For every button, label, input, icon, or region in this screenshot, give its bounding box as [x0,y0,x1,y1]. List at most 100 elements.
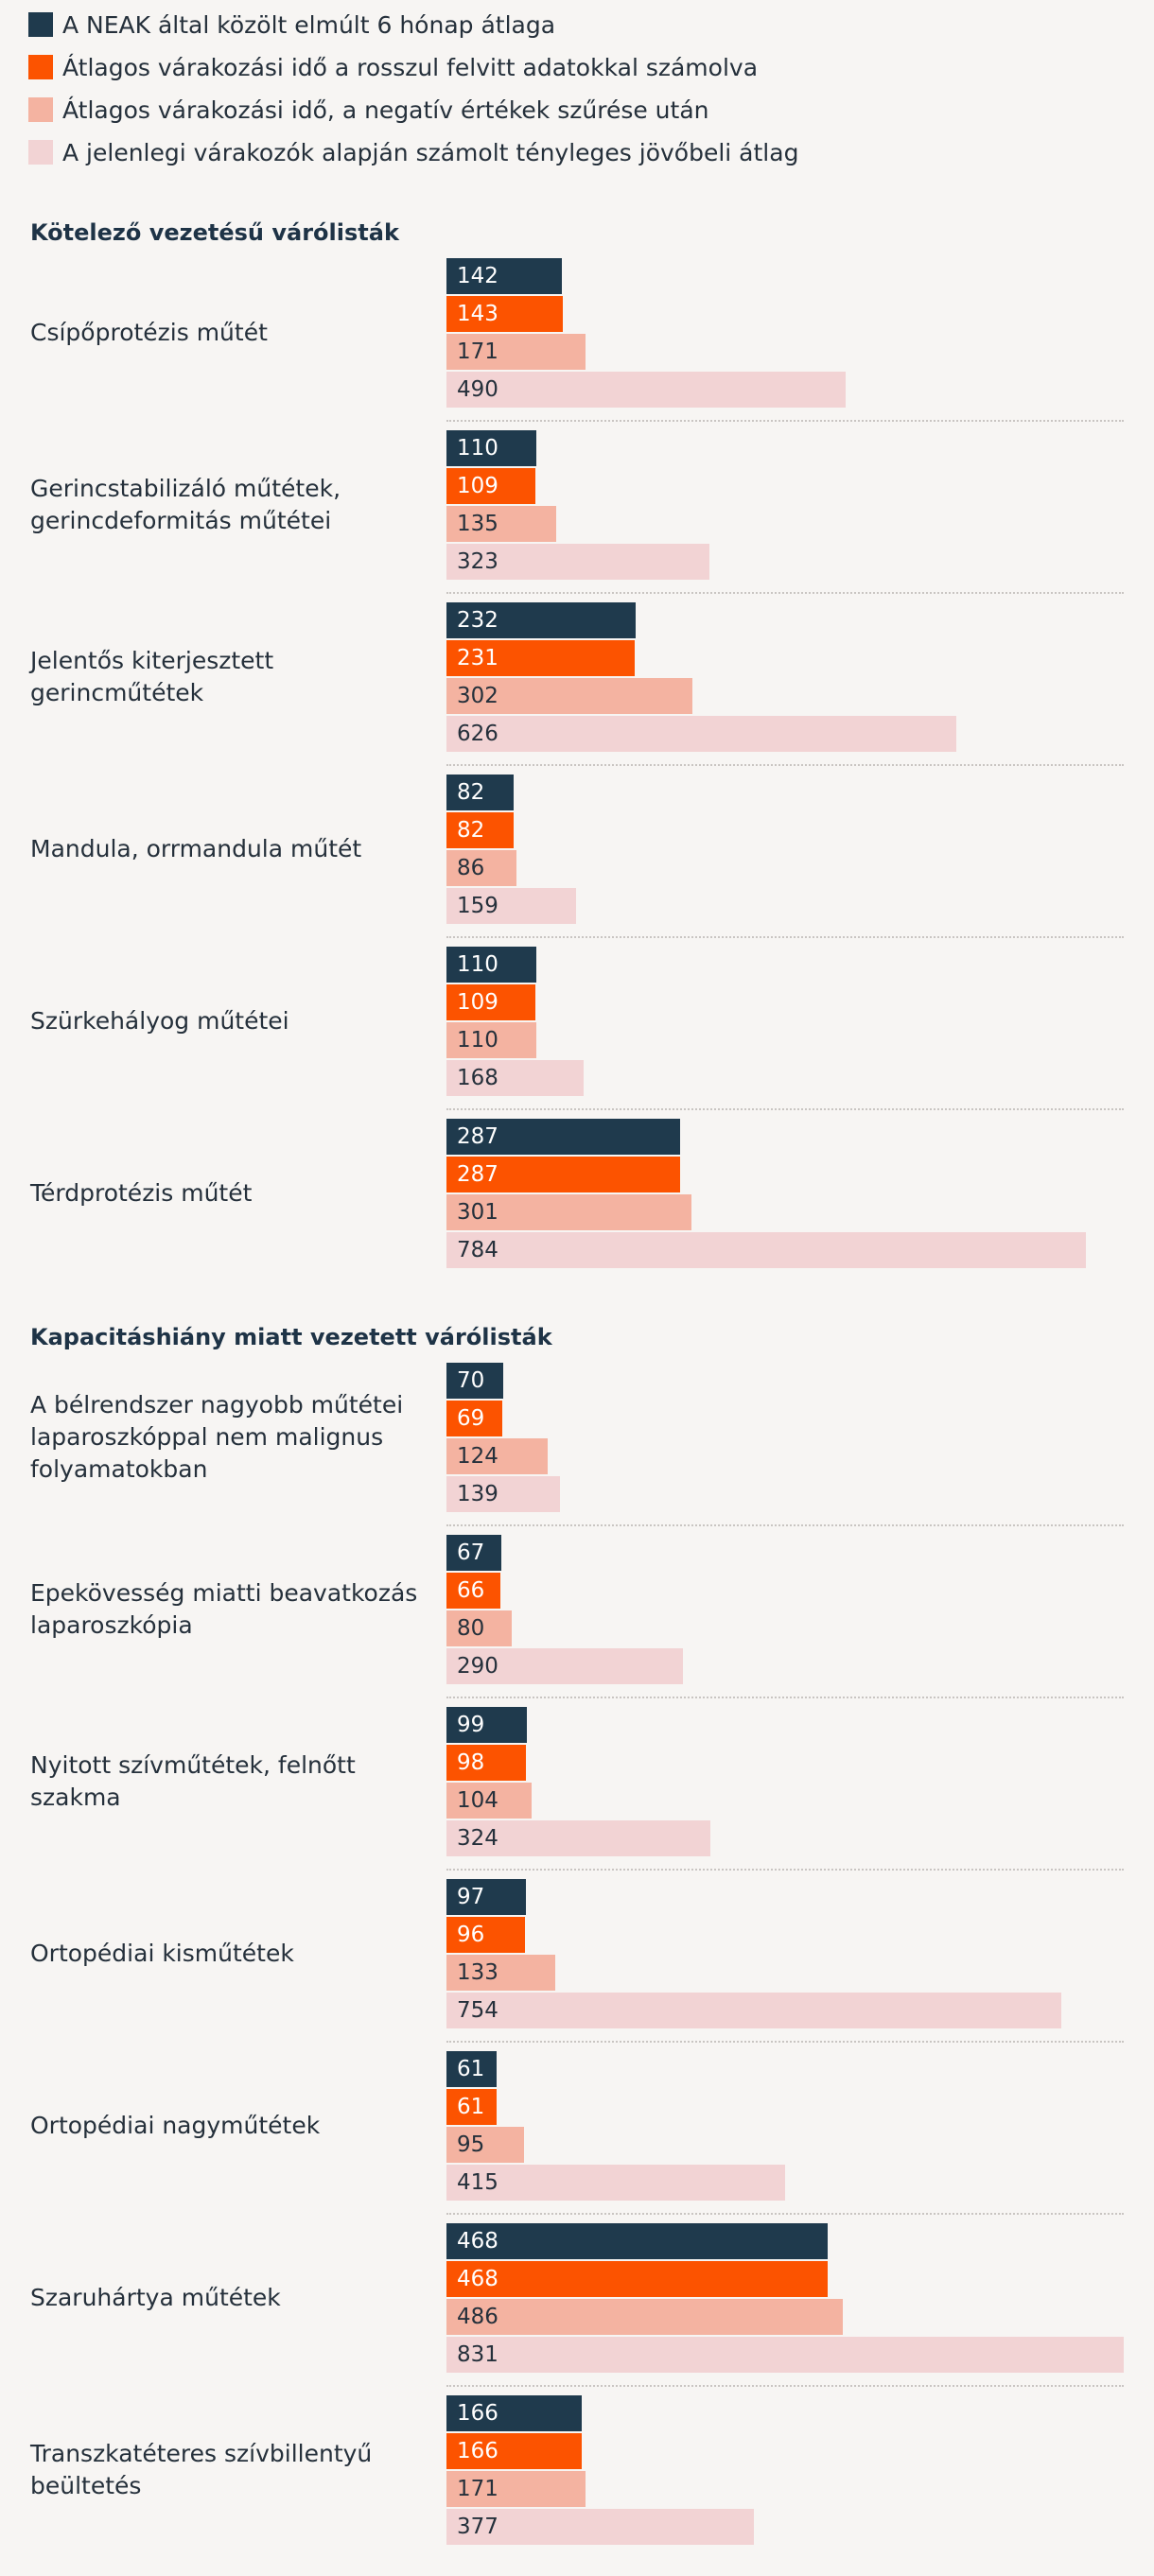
bar-value-label: 831 [457,2342,498,2367]
bar-series-4 [446,1060,584,1096]
category-label: A bélrendszer nagyobb műtétei laparoszkóp… [30,1363,437,1512]
bar-value-label: 323 [457,549,498,574]
category-label-line: Mandula, orrmandula műtét [30,835,362,862]
group-divider [446,936,1124,938]
bar-value-label: 66 [457,1578,485,1603]
bar-series-1 [446,947,536,983]
category-label: Térdprotézis műtét [30,1119,437,1268]
bar-value-label: 69 [457,1406,485,1431]
category-label-line: Jelentős kiterjesztett gerincműtétek [30,647,274,706]
group-divider [446,420,1124,422]
bar-series-1 [446,2223,828,2259]
bar-value-label: 110 [457,1028,498,1053]
bar-series-2 [446,984,535,1020]
bar-series-3 [446,2127,524,2163]
category-label: Csípőprotézis műtét [30,258,437,408]
group-divider [446,1697,1124,1698]
category-label-line: Transzkatéteres szívbillentyű [30,2440,373,2467]
category-label-text: Szürkehályog műtétei [30,1005,289,1037]
category-label: Transzkatéteres szívbillentyű beültetés [30,2395,437,2545]
category-label: Nyitott szívműtétek, felnőtt szakma [30,1707,437,1856]
bar-series-2 [446,1745,526,1781]
bar-series-2 [446,1573,500,1609]
group-divider [446,592,1124,594]
bar-value-label: 302 [457,684,498,708]
section-title: Kapacitáshiány miatt vezetett várólisták [30,1324,552,1350]
legend-item: Átlagos várakozási idő, a negatív értéke… [28,91,709,129]
bar-value-label: 415 [457,2170,498,2195]
bar-series-1 [446,1535,501,1571]
category-label-line: Szaruhártya műtétek [30,2284,281,2311]
bar-value-label: 468 [457,2267,498,2291]
category-label-text: A bélrendszer nagyobb műtétei laparoszkóp… [30,1389,403,1486]
bar-value-label: 143 [457,302,498,326]
bar-value-label: 166 [457,2439,498,2463]
category-label-line: Epekövesség miatti beavatkozás [30,1579,418,1607]
bar-series-2 [446,640,635,676]
category-label-line: folyamatokban [30,1455,208,1483]
legend-swatch [28,140,53,165]
bar-value-label: 135 [457,512,498,536]
group-divider [446,2041,1124,2043]
category-label: Ortopédiai nagyműtétek [30,2051,437,2201]
category-label-line: beültetés [30,2472,142,2499]
category-label-text: Transzkatéteres szívbillentyű beültetés [30,2438,372,2502]
category-label: Szaruhártya műtétek [30,2223,437,2373]
bar-value-label: 95 [457,2132,485,2157]
bar-value-label: 784 [457,1238,498,1262]
category-label: Gerincstabilizáló műtétek, gerincdeformit… [30,430,437,580]
category-label-text: Ortopédiai kisműtétek [30,1938,294,1970]
bar-series-1 [446,2395,582,2431]
bar-value-label: 486 [457,2305,498,2329]
bar-series-2 [446,468,535,504]
section-title: Kötelező vezetésű várólisták [30,219,399,246]
bar-value-label: 86 [457,856,485,880]
bar-series-2 [446,296,563,332]
bar-series-1 [446,430,536,466]
bar-value-label: 139 [457,1482,498,1506]
bar-series-3 [446,1022,536,1058]
bar-series-3 [446,850,516,886]
bar-value-label: 468 [457,2229,498,2254]
bar-value-label: 80 [457,1616,485,1641]
category-label-text: Nyitott szívműtétek, felnőtt szakma [30,1749,437,1814]
bar-value-label: 232 [457,608,498,633]
bar-series-4 [446,1820,710,1856]
bar-series-1 [446,1707,527,1743]
bar-series-2 [446,2261,828,2297]
bar-value-label: 82 [457,818,485,843]
category-label-line: gerincdeformitás műtétei [30,507,332,534]
bar-value-label: 166 [457,2401,498,2426]
bar-series-4 [446,2165,785,2201]
bar-value-label: 124 [457,1444,498,1469]
category-label: Szürkehályog műtétei [30,947,437,1096]
bar-series-4 [446,1993,1061,2028]
bar-value-label: 231 [457,646,498,670]
bar-value-label: 171 [457,339,498,364]
category-label-text: Szaruhártya műtétek [30,2282,281,2314]
bar-series-3 [446,678,692,714]
bar-series-1 [446,602,636,638]
bar-value-label: 110 [457,436,498,461]
bar-series-3 [446,2471,586,2507]
group-divider [446,2213,1124,2215]
bar-series-4 [446,544,709,580]
bar-series-4 [446,2509,754,2545]
legend-label: Átlagos várakozási idő a rosszul felvitt… [62,53,759,81]
bar-value-label: 287 [457,1162,498,1187]
group-divider [446,1524,1124,1526]
bar-series-2 [446,1401,502,1436]
bar-series-3 [446,1194,691,1230]
bar-value-label: 96 [457,1923,485,1947]
bar-value-label: 626 [457,722,498,746]
category-label-line: Nyitott szívműtétek, felnőtt szakma [30,1751,356,1811]
bar-series-3 [446,1783,532,1819]
bar-series-4 [446,888,576,924]
category-label: Epekövesség miatti beavatkozás laparoszkó… [30,1535,437,1684]
category-label: Ortopédiai kisműtétek [30,1879,437,2028]
group-divider [446,1108,1124,1110]
category-label-line: Csípőprotézis műtét [30,319,268,346]
bar-series-2 [446,1157,680,1192]
category-label-text: Csípőprotézis műtét [30,317,268,349]
